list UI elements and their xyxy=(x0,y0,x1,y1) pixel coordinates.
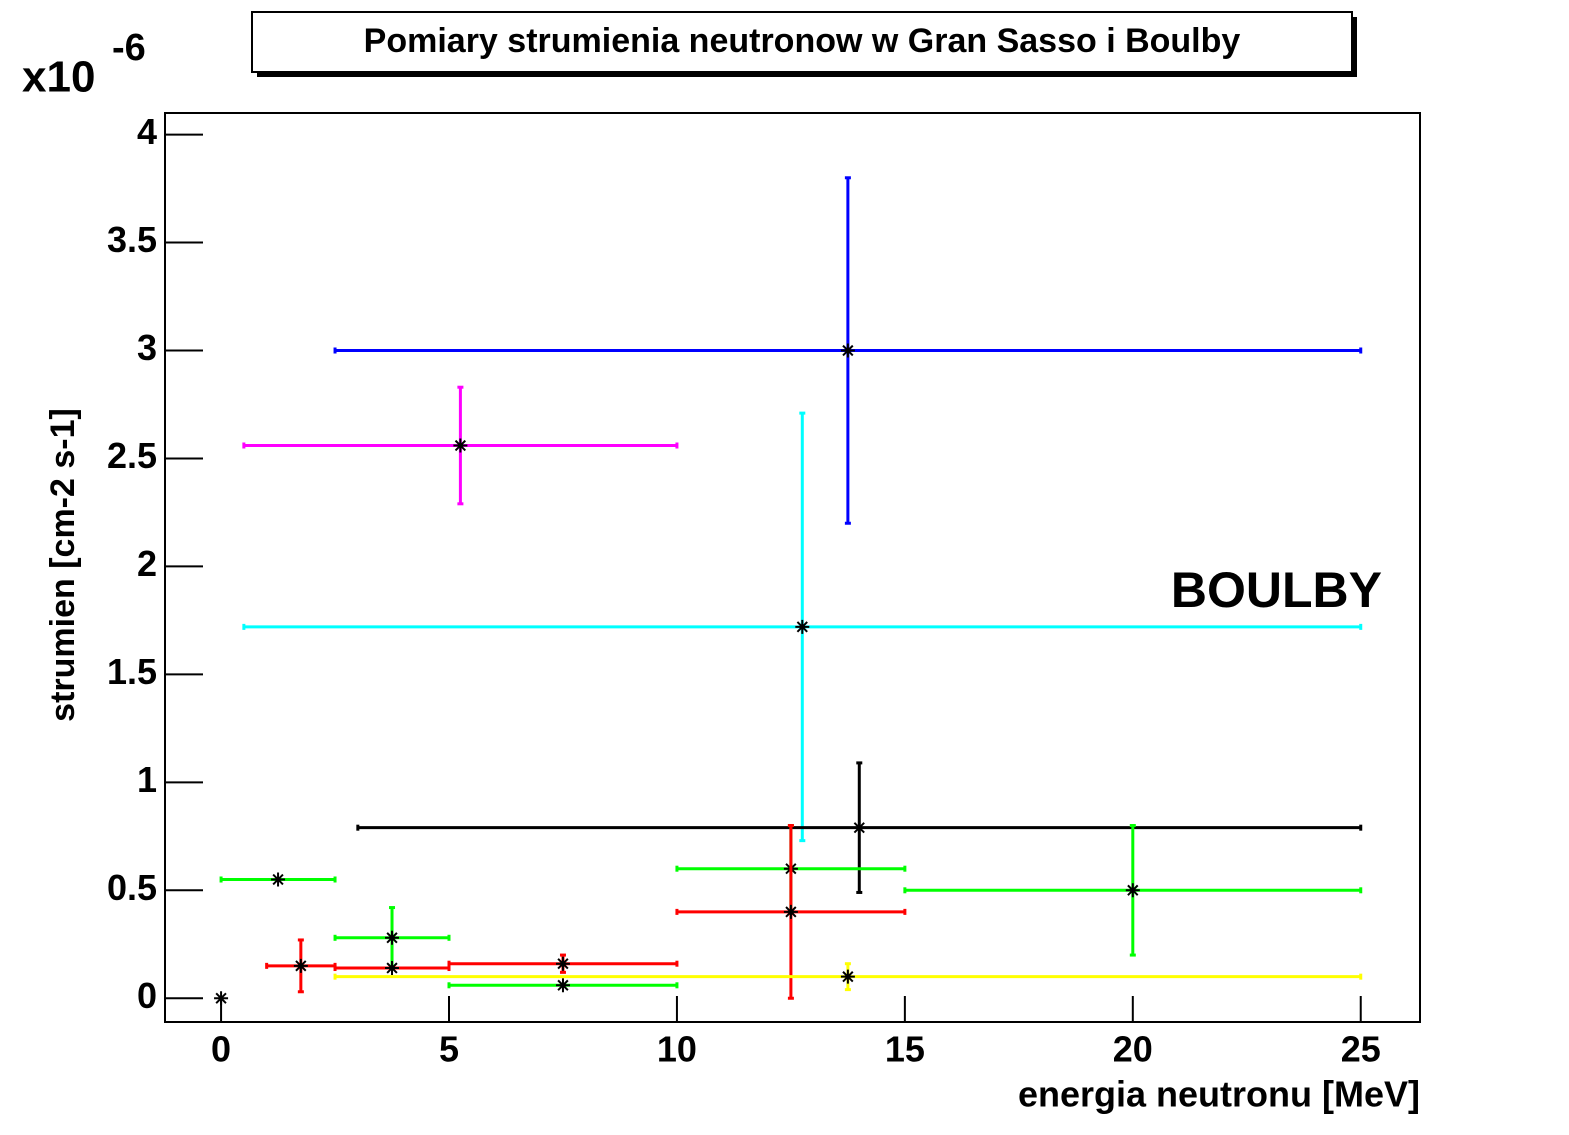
marker xyxy=(852,820,867,835)
y-tick-label: 3.5 xyxy=(107,219,157,260)
annotation: BOULBY xyxy=(1171,562,1382,618)
marker xyxy=(555,978,570,993)
marker xyxy=(1125,883,1140,898)
y-axis-label: strumien [cm-2 s-1] xyxy=(44,408,82,722)
marker xyxy=(385,930,400,945)
y-tick-label: 0 xyxy=(137,975,157,1016)
x-axis-label: energia neutronu [MeV] xyxy=(1018,1074,1420,1115)
marker xyxy=(840,969,855,984)
y-tick-label: 2 xyxy=(137,543,157,584)
y-tick-label: 1.5 xyxy=(107,651,157,692)
marker xyxy=(293,958,308,973)
x-tick-label: 20 xyxy=(1113,1029,1153,1070)
x-tick-label: 25 xyxy=(1341,1029,1381,1070)
plot-frame xyxy=(164,112,1421,1023)
marker xyxy=(271,872,286,887)
title-box xyxy=(251,11,1353,73)
marker xyxy=(385,961,400,976)
y-exponent-base: x10 xyxy=(22,53,95,102)
marker xyxy=(783,904,798,919)
x-tick-label: 15 xyxy=(885,1029,925,1070)
marker xyxy=(795,619,810,634)
x-tick-label: 10 xyxy=(657,1029,697,1070)
y-tick-label: 4 xyxy=(137,111,157,152)
y-tick-label: 0.5 xyxy=(107,867,157,908)
marker xyxy=(214,991,229,1006)
chart-title: Pomiary strumienia neutronow w Gran Sass… xyxy=(364,22,1241,60)
y-tick-label: 1 xyxy=(137,759,157,800)
y-tick-label: 3 xyxy=(137,327,157,368)
marker xyxy=(840,343,855,358)
x-tick-label: 0 xyxy=(211,1029,231,1070)
marker xyxy=(453,438,468,453)
y-tick-label: 2.5 xyxy=(107,435,157,476)
x-tick-label: 5 xyxy=(439,1029,459,1070)
marker xyxy=(555,956,570,971)
y-exponent-power: -6 xyxy=(112,27,146,69)
